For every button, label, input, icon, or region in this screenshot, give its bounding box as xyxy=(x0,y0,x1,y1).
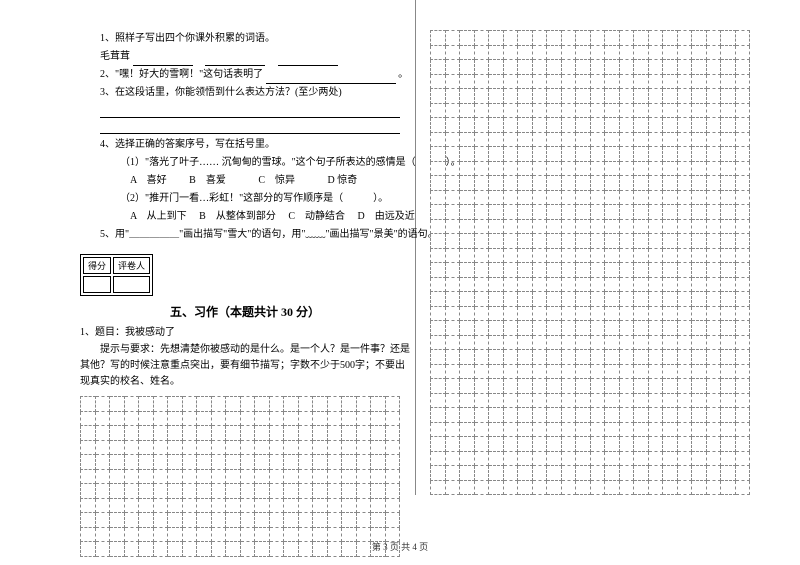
grader-label: 评卷人 xyxy=(113,257,150,274)
page-footer: 第 3 页 共 4 页 xyxy=(0,540,800,553)
q5-text: 5、用"＿＿＿＿＿"画出描写"雪大"的语句，用"﹏﹏"画出描写"景美"的语句。 xyxy=(80,226,410,244)
q1-blank3[interactable] xyxy=(278,54,338,66)
score-table: 得分评卷人 xyxy=(80,254,153,296)
q2-text: 2、"嘿！好大的雪啊！"这句话表明了 xyxy=(100,69,263,80)
q4-opts1: A 喜好 B 喜爱 C 惊异 D 惊奇 xyxy=(80,172,410,190)
q2-blank[interactable] xyxy=(266,72,396,84)
left-column: 1、照样子写出四个你课外积累的词语。 毛茸茸 2、"嘿！好大的雪啊！"这句话表明… xyxy=(80,30,410,557)
q1-example: 毛茸茸 xyxy=(80,48,410,66)
q1-text: 1、照样子写出四个你课外积累的词语。 xyxy=(80,30,410,48)
q3-answer-line1[interactable] xyxy=(100,104,400,118)
q4-sub1: （1）"落光了叶子…… 沉甸甸的雪球。"这个句子所表达的感情是（ ）。 xyxy=(80,154,410,172)
q4-text: 4、选择正确的答案序号，写在括号里。 xyxy=(80,136,410,154)
score-label: 得分 xyxy=(83,257,111,274)
section5-title: 五、习作（本题共计 30 分） xyxy=(80,303,410,320)
q1-blank1[interactable] xyxy=(133,54,193,66)
q4-opts2: A 从上到下 B 从整体到部分 C 动静结合 D 由远及近 xyxy=(80,208,410,226)
q4-1-d[interactable]: D 惊奇 xyxy=(328,175,358,186)
grader-cell[interactable] xyxy=(113,276,150,293)
essay-hint: 提示与要求：先想清楚你被感动的是什么。是一个人？是一件事？还是其他？写的时候注意… xyxy=(80,342,410,390)
q2-tail: 。 xyxy=(398,69,408,80)
q1-blank2[interactable] xyxy=(205,54,265,66)
essay-title: 1、题目：我被感动了 xyxy=(80,324,410,342)
q4-1-a[interactable]: A 喜好 xyxy=(130,175,167,186)
q4-2-b[interactable]: B 从整体到部分 xyxy=(199,211,276,222)
q1-example-word: 毛茸茸 xyxy=(100,51,130,62)
column-divider xyxy=(415,0,416,495)
q4-2-a[interactable]: A 从上到下 xyxy=(130,211,187,222)
essay-grid-left[interactable] xyxy=(80,396,400,557)
q4-2-d[interactable]: D 由远及近 xyxy=(358,211,415,222)
essay-grid-right[interactable] xyxy=(430,30,750,495)
score-cell[interactable] xyxy=(83,276,111,293)
q4-1-b[interactable]: B 喜爱 xyxy=(189,175,226,186)
q3-text: 3、在这段话里，你能领悟到什么表达方法？(至少两处) xyxy=(80,84,410,102)
q3-answer-line2[interactable] xyxy=(100,120,400,134)
q2-line: 2、"嘿！好大的雪啊！"这句话表明了 。 xyxy=(80,66,410,84)
q4-sub2: （2）"推开门一看…彩虹！"这部分的写作顺序是（ ）。 xyxy=(80,190,410,208)
q4-1-c[interactable]: C 惊异 xyxy=(258,175,295,186)
right-column xyxy=(430,30,750,495)
q4-2-c[interactable]: C 动静结合 xyxy=(288,211,345,222)
